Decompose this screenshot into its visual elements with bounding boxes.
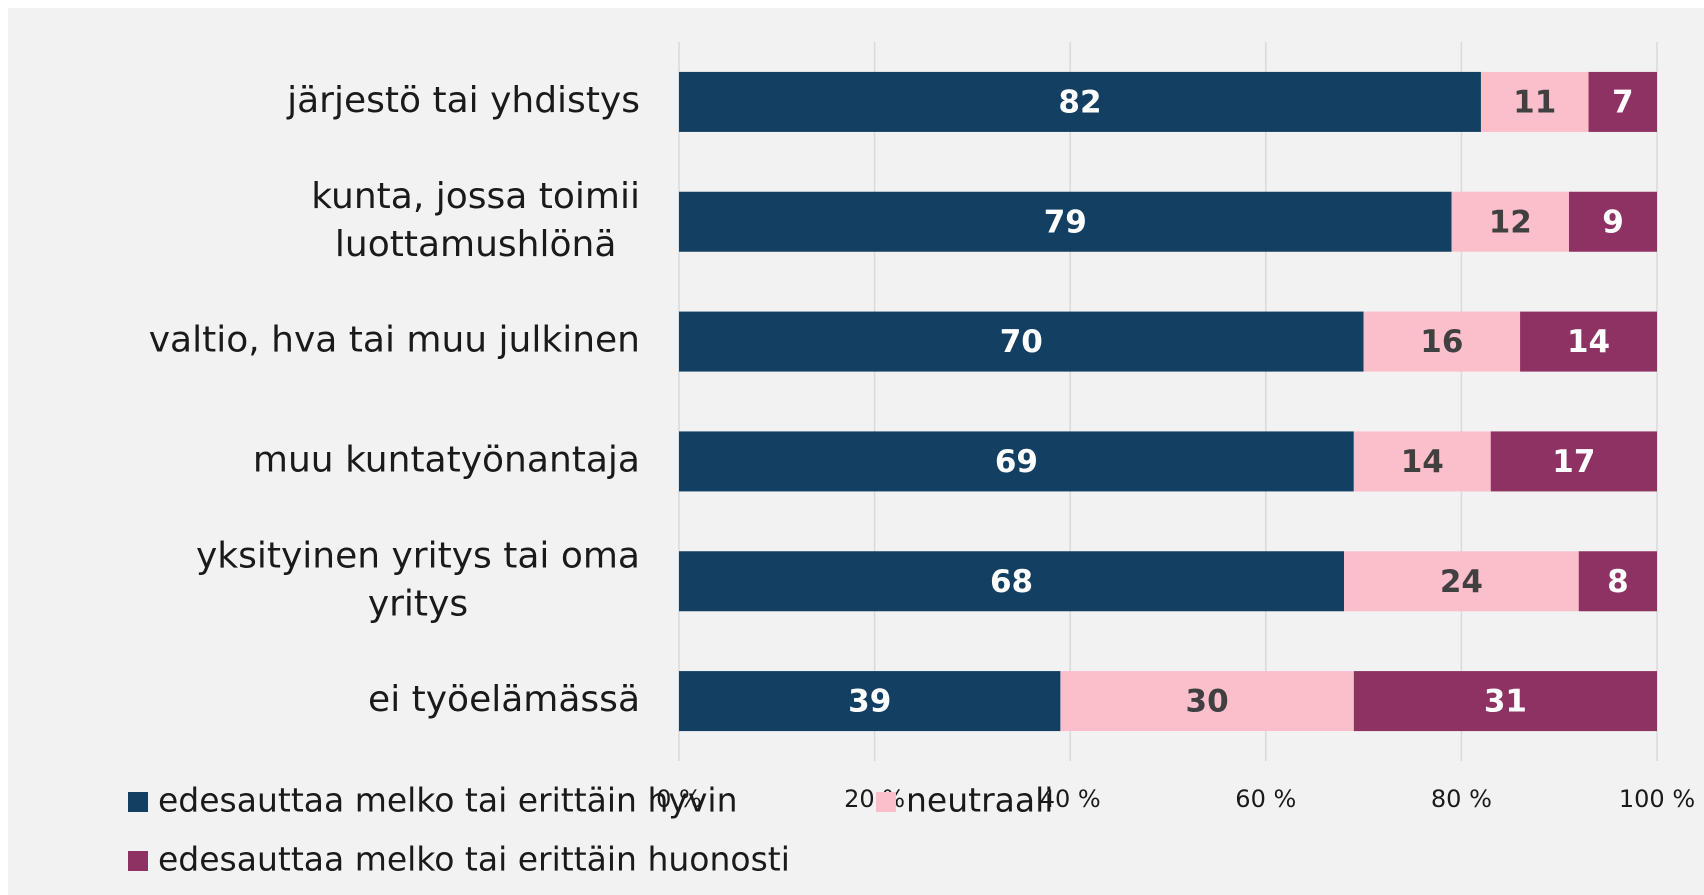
category-label: järjestö tai yhdistys xyxy=(286,80,640,121)
legend-label: edesauttaa melko tai erittäin huonosti xyxy=(158,840,790,879)
x-tick-label: 0 % xyxy=(656,785,702,813)
category-label: valtio, hva tai muu julkinen xyxy=(149,320,640,361)
data-label: 30 xyxy=(1186,684,1229,720)
data-label: 39 xyxy=(848,684,891,720)
data-label: 82 xyxy=(1058,84,1101,120)
bar-segment xyxy=(679,191,1452,252)
legend-label: neutraali xyxy=(906,781,1053,820)
category-label: yritys xyxy=(368,583,468,624)
legend-swatch xyxy=(128,851,148,871)
data-label: 24 xyxy=(1440,564,1483,600)
bar-segment xyxy=(1353,671,1657,732)
data-label: 14 xyxy=(1401,444,1444,480)
legend-swatch xyxy=(128,792,148,812)
data-label: 70 xyxy=(1000,324,1043,360)
bar-segment xyxy=(1363,311,1521,372)
category-label: ei työelämässä xyxy=(368,679,640,720)
data-label: 9 xyxy=(1602,204,1624,240)
category-label: muu kuntatyönantaja xyxy=(253,439,640,480)
bar-segment xyxy=(1588,71,1657,132)
bar-segment xyxy=(1344,551,1579,612)
category-label: luottamushlönä xyxy=(335,224,617,265)
bar-segment xyxy=(1578,551,1657,612)
data-label: 14 xyxy=(1567,324,1610,360)
bar-segment xyxy=(1060,671,1354,732)
data-label: 31 xyxy=(1484,684,1527,720)
bar-segment xyxy=(679,551,1345,612)
category-label: yksityinen yritys tai oma xyxy=(196,535,640,576)
bar-segment xyxy=(1480,71,1589,132)
x-tick-label: 80 % xyxy=(1431,785,1492,813)
bar-segment xyxy=(1451,191,1569,252)
x-tick-label: 60 % xyxy=(1235,785,1296,813)
category-label: kunta, jossa toimii xyxy=(311,176,640,217)
bar-segment xyxy=(1568,191,1657,252)
bar-segment xyxy=(679,431,1354,492)
bar-segment xyxy=(1490,431,1657,492)
data-label: 8 xyxy=(1607,564,1629,600)
data-label: 69 xyxy=(995,444,1038,480)
x-tick-label: 40 % xyxy=(1040,785,1101,813)
data-label: 11 xyxy=(1513,84,1556,120)
bar-segment xyxy=(679,71,1481,132)
bar-segment xyxy=(679,311,1364,372)
bar-segment xyxy=(1353,431,1491,492)
data-label: 79 xyxy=(1044,204,1087,240)
data-label: 17 xyxy=(1552,444,1595,480)
bar-segment xyxy=(679,671,1061,732)
x-tick-label: 100 % xyxy=(1619,785,1695,813)
data-label: 7 xyxy=(1612,84,1634,120)
legend-swatch xyxy=(876,792,896,812)
data-label: 16 xyxy=(1420,324,1463,360)
data-label: 68 xyxy=(990,564,1033,600)
data-label: 12 xyxy=(1489,204,1532,240)
legend-label: edesauttaa melko tai erittäin hyvin xyxy=(158,781,738,820)
bar-segment xyxy=(1520,311,1657,372)
